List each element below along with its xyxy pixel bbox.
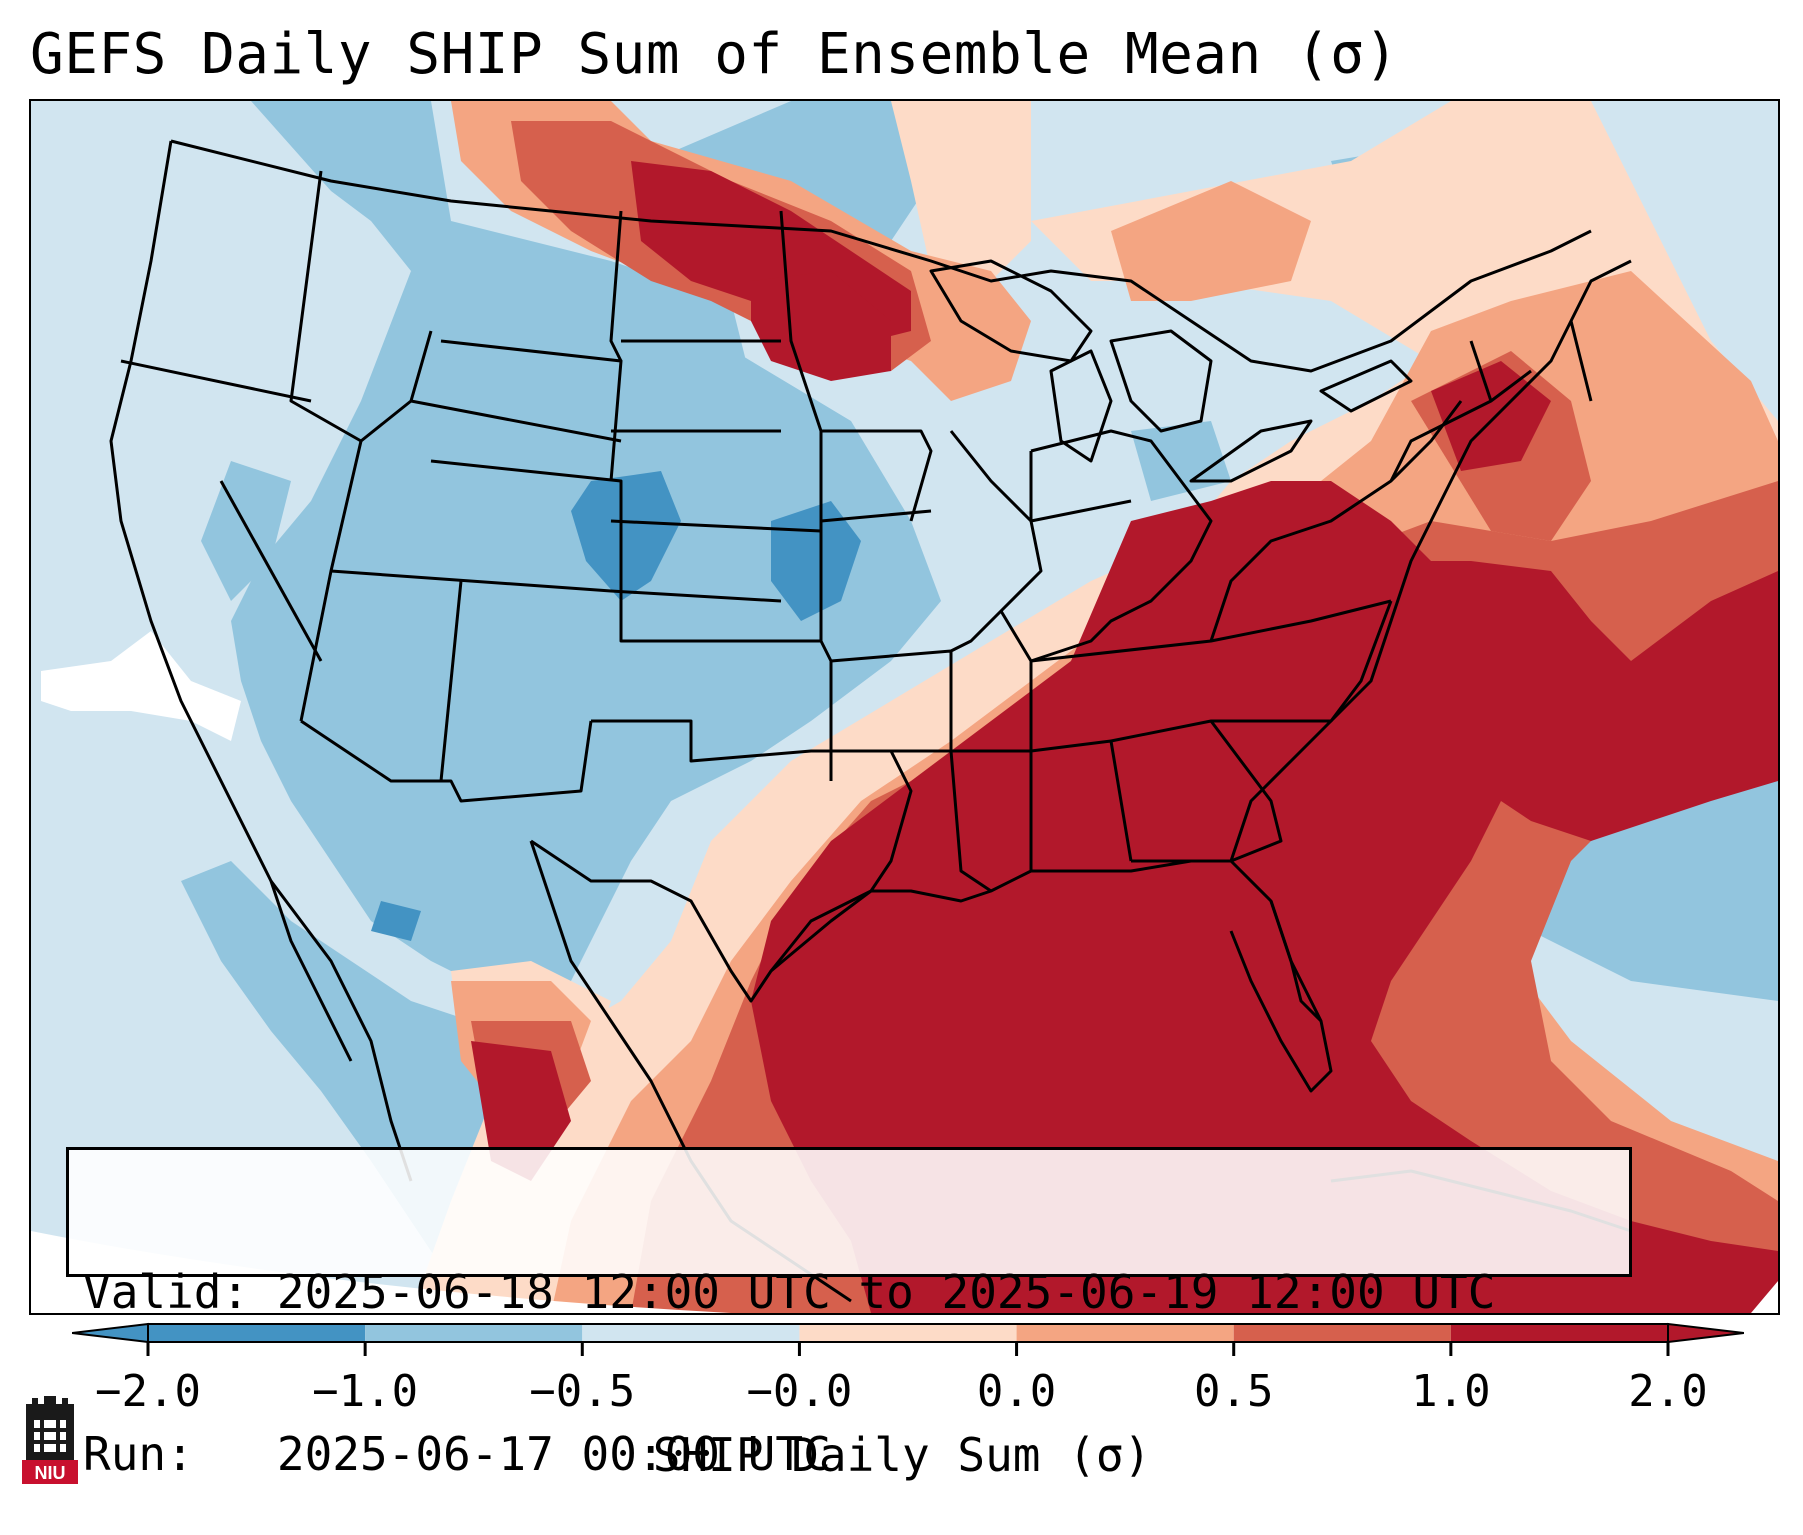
valid-value: 2025-06-18 12:00 UTC to 2025-06-19 12:00… bbox=[276, 1265, 1496, 1319]
colorbar bbox=[72, 1322, 1744, 1356]
niu-logo: NIU bbox=[22, 1396, 78, 1484]
valid-label: Valid: bbox=[83, 1265, 250, 1319]
map-panel bbox=[29, 99, 1780, 1315]
colorbar-segment bbox=[365, 1324, 583, 1342]
colorbar-segment bbox=[799, 1324, 1017, 1342]
colorbar-segments bbox=[72, 1322, 1744, 1344]
colorbar-segment bbox=[582, 1324, 800, 1342]
colorbar-tick-label: 0.0 bbox=[976, 1366, 1057, 1417]
colorbar-tick-marks bbox=[146, 1342, 1670, 1356]
valid-time-line: Valid: 2025-06-18 12:00 UTC to 2025-06-1… bbox=[83, 1265, 1629, 1319]
svg-text:NIU: NIU bbox=[35, 1463, 66, 1483]
colorbar-tick-label: −0.0 bbox=[746, 1366, 853, 1417]
map-title: GEFS Daily SHIP Sum of Ensemble Mean (σ) bbox=[30, 22, 1399, 87]
colorbar-outline bbox=[147, 1323, 1669, 1343]
colorbar-extend-low bbox=[72, 1322, 149, 1344]
colorbar-segment bbox=[148, 1324, 366, 1342]
colorbar-segment bbox=[1016, 1324, 1234, 1342]
ship-anomaly-map bbox=[31, 101, 1778, 1313]
colorbar-tick-label: 2.0 bbox=[1628, 1366, 1708, 1417]
strong-positive-anomaly-region bbox=[471, 161, 1778, 1313]
valid-run-info-box: Valid: 2025-06-18 12:00 UTC to 2025-06-1… bbox=[66, 1147, 1632, 1481]
colorbar-segment bbox=[1450, 1324, 1668, 1342]
run-time-line: Run: 2025-06-17 00:00 UTC bbox=[83, 1427, 1629, 1481]
colorbar-tick-label: 1.0 bbox=[1411, 1366, 1491, 1417]
atlantic-negative-region bbox=[1511, 741, 1778, 1001]
colorbar-segment bbox=[1233, 1324, 1451, 1342]
colorbar-tick-label: −1.0 bbox=[312, 1366, 419, 1417]
colorbar-tick-label: −0.5 bbox=[529, 1366, 636, 1417]
colorbar-tick-label: 0.5 bbox=[1193, 1366, 1274, 1417]
colorbar-tick-label: −2.0 bbox=[95, 1366, 201, 1417]
colorbar-extend-high bbox=[1667, 1322, 1744, 1344]
run-value: 2025-06-17 00:00 UTC bbox=[276, 1427, 831, 1481]
no-data-region bbox=[31, 631, 1778, 1313]
run-label: Run: bbox=[83, 1427, 194, 1481]
colorbar-label: SHIP Daily Sum (σ) bbox=[652, 1428, 1152, 1482]
